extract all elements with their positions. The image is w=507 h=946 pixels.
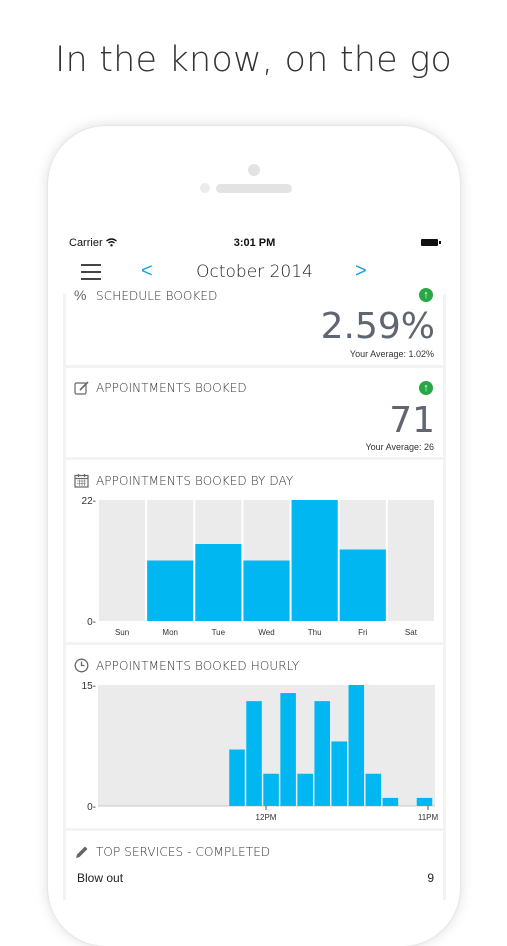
- sensor-dot: [200, 183, 210, 193]
- calendar-icon: [74, 474, 89, 488]
- service-count: 9: [427, 871, 434, 885]
- hourly-bar: [297, 773, 313, 806]
- edit-icon: [74, 381, 89, 395]
- day-bar-tue: [195, 544, 242, 621]
- hourly-bar: [263, 773, 279, 806]
- hourly-bar: [314, 701, 330, 806]
- hourly-bar: [280, 693, 296, 806]
- day-bar-mon: [147, 560, 194, 621]
- x-tick-label: 11PM: [418, 813, 439, 822]
- hourly-bar: [416, 797, 433, 806]
- card-title: APPOINTMENTS BOOKED BY DAY: [96, 474, 294, 488]
- month-title: October 2014: [196, 262, 313, 282]
- next-month-button[interactable]: >: [355, 260, 367, 282]
- schedule-average: Your Average: 1.02%: [349, 349, 434, 359]
- appointments-booked-card[interactable]: APPOINTMENTS BOOKED ↑ 71 Your Average: 2…: [66, 368, 443, 457]
- front-camera: [248, 164, 260, 176]
- carrier-text: Carrier: [69, 237, 103, 249]
- battery-icon: [421, 239, 441, 246]
- menu-icon[interactable]: [81, 264, 101, 282]
- schedule-value: 2.59%: [320, 306, 435, 347]
- y-tick-min: 0-: [87, 802, 96, 813]
- appointments-by-day-card[interactable]: APPOINTMENTS BOOKED BY DAY Sun Mon Tue Wed T…: [66, 460, 443, 642]
- x-tick-label: 12PM: [256, 813, 277, 822]
- card-title: APPOINTMENTS BOOKED HOURLY: [96, 659, 300, 673]
- y-tick-max: 22-: [82, 496, 96, 507]
- schedule-booked-card[interactable]: % SCHEDULE BOOKED ↑ 2.59% Your Average: …: [66, 287, 443, 365]
- card-title: TOP SERVICES - COMPLETED: [96, 845, 271, 859]
- trend-up-icon: ↑: [419, 288, 433, 302]
- day-tick-label: Tue: [212, 628, 226, 637]
- card-title: SCHEDULE BOOKED: [96, 289, 218, 303]
- nav-bar: < October 2014 >: [63, 256, 446, 294]
- appointments-value: 71: [389, 400, 435, 441]
- service-row[interactable]: Blow out 9: [77, 871, 434, 885]
- day-tick-label: Mon: [162, 628, 178, 637]
- top-services-card[interactable]: TOP SERVICES - COMPLETED Blow out 9: [66, 831, 443, 900]
- day-tick-label: Sun: [115, 628, 129, 637]
- pencil-icon: [76, 846, 88, 858]
- day-column-bg: [99, 500, 146, 621]
- day-tick-label: Thu: [308, 628, 322, 637]
- headline: In the know, on the go: [54, 40, 453, 80]
- day-column-bg: [387, 500, 434, 621]
- day-bar-chart: Sun Mon Tue Wed Thu Fri Sat 22- 0-: [82, 496, 434, 637]
- wifi-icon: [105, 238, 117, 247]
- day-bar-wed: [243, 560, 290, 621]
- hourly-bar: [382, 797, 399, 806]
- hourly-bar-chart: 12PM 11PM 15- 0-: [82, 681, 439, 822]
- day-tick-label: Sat: [405, 628, 418, 637]
- y-tick-min: 0-: [87, 617, 96, 628]
- hourly-bar: [246, 701, 262, 806]
- y-tick-max: 15-: [82, 681, 96, 692]
- hourly-bar: [331, 741, 348, 806]
- day-tick-label: Fri: [358, 628, 368, 637]
- status-time: 3:01 PM: [233, 237, 276, 249]
- day-bar-thu: [291, 500, 338, 621]
- prev-month-button[interactable]: <: [141, 260, 153, 282]
- hourly-bar: [229, 749, 245, 806]
- day-tick-label: Wed: [258, 628, 274, 637]
- appointments-hourly-card[interactable]: APPOINTMENTS BOOKED HOURLY 12PM 11PM 15- 0-: [66, 645, 443, 828]
- phone-screen: Carrier 3:01 PM < October 2014 > % SCHED…: [63, 226, 446, 900]
- hourly-bar: [348, 685, 365, 806]
- service-name: Blow out: [77, 871, 124, 885]
- earpiece-speaker: [216, 184, 292, 193]
- carrier-label: Carrier: [69, 237, 117, 249]
- percent-icon: %: [74, 287, 87, 303]
- trend-up-icon: ↑: [419, 381, 433, 395]
- appointments-average: Your Average: 26: [365, 442, 434, 452]
- clock-icon: [74, 658, 89, 673]
- status-bar: Carrier 3:01 PM: [63, 226, 446, 256]
- day-bar-fri: [339, 549, 386, 621]
- hourly-bar: [365, 773, 382, 806]
- card-title: APPOINTMENTS BOOKED: [96, 381, 247, 395]
